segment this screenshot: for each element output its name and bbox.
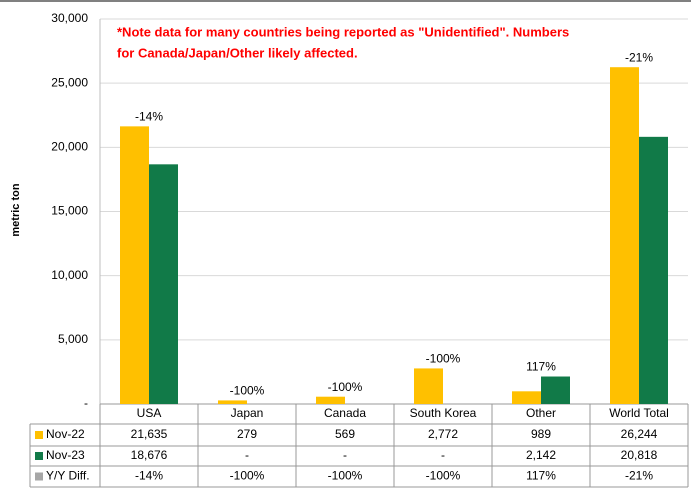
legend-swatch bbox=[35, 452, 43, 460]
y-axis-label: metric ton bbox=[10, 183, 22, 236]
table-cell: -21% bbox=[625, 469, 653, 483]
table-cell: - bbox=[343, 448, 347, 462]
x-tick-label: Japan bbox=[231, 406, 264, 420]
y-tick-label: 15,000 bbox=[51, 204, 88, 218]
yy-diff-label: -21% bbox=[625, 50, 653, 64]
table-cell: 20,818 bbox=[621, 448, 658, 462]
table-cell: 117% bbox=[526, 469, 556, 483]
table-cell: 279 bbox=[237, 427, 257, 441]
y-tick-label: 25,000 bbox=[51, 75, 88, 89]
yy-diff-label: -14% bbox=[135, 110, 163, 124]
bar bbox=[316, 396, 345, 404]
bar bbox=[512, 391, 541, 404]
yy-diff-label: 117% bbox=[526, 360, 556, 374]
table-cell: 2,772 bbox=[428, 427, 458, 441]
y-tick-label: 30,000 bbox=[51, 11, 88, 25]
bar bbox=[541, 376, 570, 404]
legend-label: Nov-23 bbox=[46, 448, 85, 462]
y-tick-label: 5,000 bbox=[58, 332, 88, 346]
table-cell: 2,142 bbox=[526, 448, 556, 462]
y-tick-label: 20,000 bbox=[51, 140, 88, 154]
x-tick-label: South Korea bbox=[410, 406, 477, 420]
y-tick-label: 10,000 bbox=[51, 268, 88, 282]
legend-label: Y/Y Diff. bbox=[46, 469, 90, 483]
yy-diff-label: -100% bbox=[328, 380, 363, 394]
y-tick-label: - bbox=[84, 396, 88, 410]
x-tick-label: USA bbox=[137, 406, 162, 420]
table-cell: -14% bbox=[135, 469, 163, 483]
table-cell: 569 bbox=[335, 427, 355, 441]
x-tick-label: World Total bbox=[609, 406, 669, 420]
legend-label: Nov-22 bbox=[46, 427, 85, 441]
table-cell: -100% bbox=[328, 469, 363, 483]
yy-diff-label: -100% bbox=[426, 352, 461, 366]
x-tick-label: Canada bbox=[324, 406, 366, 420]
bar bbox=[639, 136, 668, 404]
table-cell: 26,244 bbox=[621, 427, 658, 441]
table-cell: -100% bbox=[230, 469, 265, 483]
bar bbox=[610, 67, 639, 405]
table-cell: 18,676 bbox=[131, 448, 168, 462]
note-line: *Note data for many countries being repo… bbox=[117, 24, 569, 39]
yy-diff-label: -100% bbox=[230, 384, 265, 398]
x-tick-label: Other bbox=[526, 406, 556, 420]
table-cell: 989 bbox=[531, 427, 551, 441]
bar bbox=[218, 400, 247, 404]
note-line: for Canada/Japan/Other likely affected. bbox=[117, 45, 358, 60]
legend-swatch bbox=[35, 431, 43, 439]
table-cell: - bbox=[245, 448, 249, 462]
table-cell: 21,635 bbox=[131, 427, 168, 441]
bar bbox=[120, 126, 149, 404]
legend-swatch bbox=[35, 472, 43, 481]
table-cell: -100% bbox=[426, 469, 461, 483]
bar bbox=[149, 164, 178, 404]
bar bbox=[414, 368, 443, 404]
table-cell: - bbox=[441, 448, 445, 462]
